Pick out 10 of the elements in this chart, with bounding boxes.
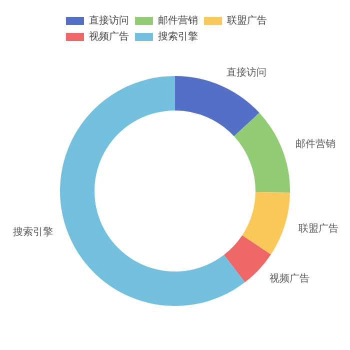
slice-label: 搜索引擎 <box>12 226 53 238</box>
legend-label: 邮件营销 <box>158 14 198 27</box>
legend-label: 联盟广告 <box>227 14 267 27</box>
legend-label: 视频广告 <box>89 30 129 43</box>
legend-label: 直接访问 <box>89 14 129 27</box>
slice-label: 视频广告 <box>269 272 310 285</box>
legend-label: 搜索引擎 <box>158 30 198 43</box>
slice-label: 邮件营销 <box>295 138 336 150</box>
slice-label: 直接访问 <box>226 66 267 78</box>
slice-label: 联盟广告 <box>298 222 338 235</box>
